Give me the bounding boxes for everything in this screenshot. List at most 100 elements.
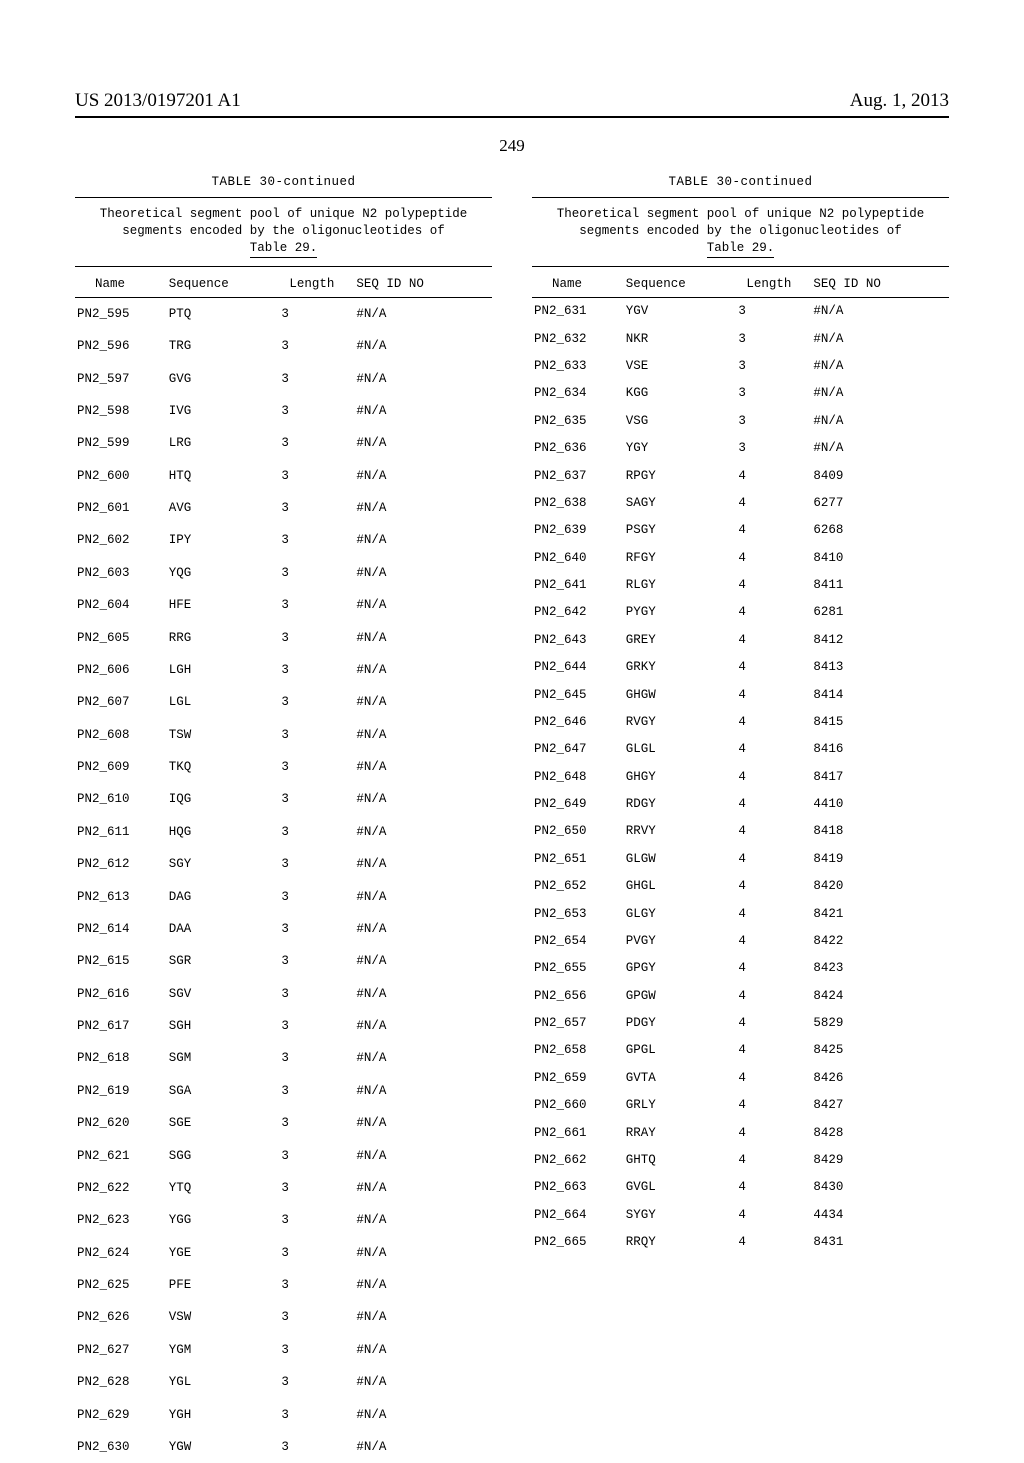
cell-name: PN2_612 (75, 848, 167, 880)
cell-sequence: PFE (167, 1269, 280, 1301)
cell-length: 3 (279, 621, 354, 653)
cell-name: PN2_620 (75, 1107, 167, 1139)
cell-name: PN2_607 (75, 686, 167, 718)
cell-seqid: #N/A (354, 1042, 492, 1074)
table-row: PN2_595PTQ3#N/A (75, 297, 492, 330)
col-header-sequence: Sequence (167, 273, 280, 298)
cell-name: PN2_661 (532, 1119, 624, 1146)
cell-name: PN2_597 (75, 362, 167, 394)
cell-sequence: IVG (167, 395, 280, 427)
table-row: PN2_637RPGY48409 (532, 462, 949, 489)
cell-name: PN2_606 (75, 654, 167, 686)
cell-name: PN2_644 (532, 654, 624, 681)
table-row: PN2_653GLGY48421 (532, 900, 949, 927)
table-row: PN2_647GLGL48416 (532, 736, 949, 763)
cell-sequence: SGE (167, 1107, 280, 1139)
cell-sequence: YGY (624, 435, 737, 462)
cell-length: 3 (279, 492, 354, 524)
cell-name: PN2_657 (532, 1009, 624, 1036)
cell-length: 4 (736, 654, 811, 681)
table-row: PN2_651GLGW48419 (532, 845, 949, 872)
cell-name: PN2_603 (75, 557, 167, 589)
cell-seqid: #N/A (354, 589, 492, 621)
cell-length: 4 (736, 1092, 811, 1119)
cell-seqid: #N/A (354, 524, 492, 556)
left-column: TABLE 30-continued Theoretical segment p… (75, 175, 492, 1463)
cell-sequence: PTQ (167, 297, 280, 330)
table-row: PN2_614DAA3#N/A (75, 913, 492, 945)
cell-seqid: #N/A (354, 1334, 492, 1366)
cell-name: PN2_636 (532, 435, 624, 462)
cell-seqid: 8415 (811, 708, 949, 735)
cell-sequence: VSG (624, 407, 737, 434)
content-area: TABLE 30-continued Theoretical segment p… (0, 175, 1024, 1463)
table-row: PN2_623YGG3#N/A (75, 1204, 492, 1236)
cell-length: 3 (736, 325, 811, 352)
cell-seqid: 8411 (811, 571, 949, 598)
cell-length: 4 (736, 1228, 811, 1255)
caption-line: Theoretical segment pool of unique N2 po… (100, 207, 468, 221)
cell-length: 3 (279, 1301, 354, 1333)
cell-seqid: 8429 (811, 1146, 949, 1173)
cell-seqid: 8419 (811, 845, 949, 872)
cell-length: 3 (279, 945, 354, 977)
cell-length: 4 (736, 1009, 811, 1036)
cell-length: 3 (279, 362, 354, 394)
table-row: PN2_601AVG3#N/A (75, 492, 492, 524)
col-header-sequence: Sequence (624, 273, 737, 298)
cell-length: 3 (279, 654, 354, 686)
cell-sequence: YGM (167, 1334, 280, 1366)
cell-sequence: GVG (167, 362, 280, 394)
cell-name: PN2_659 (532, 1064, 624, 1091)
cell-sequence: LGH (167, 654, 280, 686)
cell-name: PN2_599 (75, 427, 167, 459)
cell-sequence: TRG (167, 330, 280, 362)
table-row: PN2_638SAGY46277 (532, 489, 949, 516)
cell-length: 4 (736, 1146, 811, 1173)
cell-name: PN2_646 (532, 708, 624, 735)
cell-name: PN2_635 (532, 407, 624, 434)
cell-seqid: #N/A (811, 352, 949, 379)
cell-name: PN2_617 (75, 1010, 167, 1042)
cell-length: 4 (736, 571, 811, 598)
cell-name: PN2_639 (532, 517, 624, 544)
table-row: PN2_645GHGW48414 (532, 681, 949, 708)
cell-sequence: RLGY (624, 571, 737, 598)
table-row: PN2_629YGH3#N/A (75, 1398, 492, 1430)
cell-sequence: GPGY (624, 955, 737, 982)
cell-name: PN2_634 (532, 380, 624, 407)
cell-length: 3 (279, 460, 354, 492)
table-row: PN2_650RRVY48418 (532, 818, 949, 845)
table-row: PN2_603YQG3#N/A (75, 557, 492, 589)
cell-seqid: #N/A (354, 1075, 492, 1107)
cell-seqid: #N/A (354, 460, 492, 492)
cell-sequence: SGA (167, 1075, 280, 1107)
col-header-name: Name (75, 273, 167, 298)
cell-seqid: #N/A (354, 978, 492, 1010)
cell-name: PN2_615 (75, 945, 167, 977)
cell-length: 4 (736, 1119, 811, 1146)
cell-length: 3 (279, 1107, 354, 1139)
cell-length: 4 (736, 982, 811, 1009)
cell-length: 3 (736, 435, 811, 462)
table-row: PN2_624YGE3#N/A (75, 1237, 492, 1269)
cell-name: PN2_647 (532, 736, 624, 763)
cell-name: PN2_664 (532, 1201, 624, 1228)
cell-sequence: GHTQ (624, 1146, 737, 1173)
caption-rule (532, 266, 949, 267)
table-row: PN2_621SGG3#N/A (75, 1139, 492, 1171)
cell-sequence: HFE (167, 589, 280, 621)
cell-name: PN2_610 (75, 783, 167, 815)
cell-seqid: #N/A (354, 492, 492, 524)
publication-number: US 2013/0197201 A1 (75, 90, 241, 112)
cell-name: PN2_649 (532, 790, 624, 817)
cell-length: 4 (736, 763, 811, 790)
cell-sequence: IPY (167, 524, 280, 556)
cell-sequence: IQG (167, 783, 280, 815)
cell-sequence: YQG (167, 557, 280, 589)
table-row: PN2_652GHGL48420 (532, 873, 949, 900)
col-header-length: Length (279, 273, 354, 298)
cell-length: 3 (279, 1204, 354, 1236)
cell-name: PN2_648 (532, 763, 624, 790)
cell-seqid: #N/A (354, 816, 492, 848)
